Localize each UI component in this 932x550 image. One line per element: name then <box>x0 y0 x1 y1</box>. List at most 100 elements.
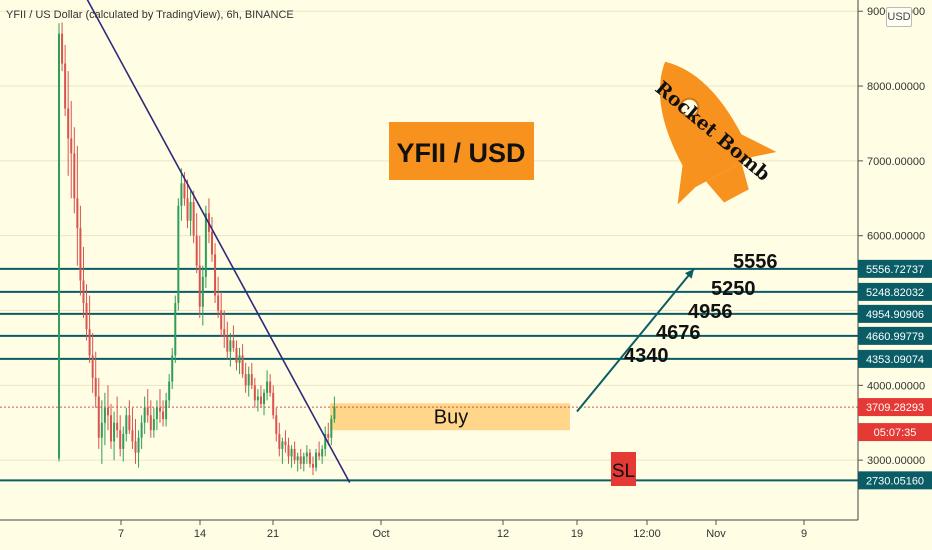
candle <box>272 385 275 419</box>
candle <box>149 400 152 438</box>
candle-body <box>296 456 299 461</box>
y-tick-label: 7000.00000 <box>867 156 925 168</box>
candle-body <box>165 400 168 419</box>
candle <box>195 213 198 274</box>
candle <box>76 145 79 266</box>
candle-body <box>226 336 229 352</box>
candle <box>85 284 88 341</box>
candle-body <box>214 254 217 296</box>
projection-arrow-line[interactable] <box>576 268 695 413</box>
candle-body <box>158 407 161 412</box>
candle-body <box>315 452 318 468</box>
x-tick-label: 21 <box>267 528 279 540</box>
level-price-tag-bg <box>858 304 932 323</box>
candle <box>223 310 226 348</box>
x-tick-label: 12:00 <box>633 528 661 540</box>
candle <box>305 445 308 464</box>
candle <box>318 441 321 461</box>
candle-body <box>174 303 177 356</box>
candle <box>174 295 177 363</box>
candle <box>217 276 220 318</box>
buy-zone <box>330 403 570 431</box>
candle-body <box>263 392 266 405</box>
candle <box>229 332 232 367</box>
x-tick-label: 12 <box>497 528 509 540</box>
candle-body <box>186 198 189 221</box>
level-price-tag: 4353.09074 <box>866 354 924 366</box>
candle-body <box>192 202 195 236</box>
candle <box>259 385 262 408</box>
candle-body <box>131 430 134 442</box>
candle-body <box>256 396 259 401</box>
candle <box>244 362 247 393</box>
sl-box <box>611 452 636 486</box>
candle-body <box>238 355 241 363</box>
x-tick-label: Oct <box>372 528 389 540</box>
candle-body <box>269 381 272 393</box>
trend-line[interactable] <box>77 0 351 483</box>
candle-body <box>180 183 183 206</box>
candle <box>79 205 82 296</box>
candle <box>162 400 165 427</box>
candle <box>140 415 143 449</box>
candle-body <box>103 407 106 423</box>
candle <box>73 127 76 214</box>
candle <box>116 396 119 438</box>
candle-body <box>318 452 321 457</box>
candle-body <box>278 433 281 449</box>
countdown-tag-bg <box>858 423 932 442</box>
candle-body <box>73 153 76 199</box>
title-box <box>389 122 534 180</box>
candle-body <box>177 205 180 304</box>
candle <box>168 374 171 408</box>
candle-body <box>223 329 226 337</box>
price-axis: 9000.000008000.000007000.000006000.00000… <box>858 6 925 467</box>
grid <box>0 10 858 461</box>
candle <box>269 374 272 397</box>
candle <box>186 179 189 229</box>
y-tick-label: 4000.00000 <box>867 380 925 392</box>
candle <box>321 445 324 464</box>
level-price-tag-bg <box>858 471 932 490</box>
candle-body <box>324 433 327 449</box>
candle-body <box>247 374 250 386</box>
candle-body <box>302 456 305 464</box>
candle <box>284 430 287 453</box>
candle-body <box>64 63 67 109</box>
candle <box>97 377 100 449</box>
countdown-tag: 05:07:35 <box>874 427 917 439</box>
candle-body <box>235 347 238 363</box>
target-label: 5556 <box>733 251 778 273</box>
candle <box>299 448 302 470</box>
level-price-tag: 4660.99779 <box>866 331 924 343</box>
rocket-icon <box>659 61 777 205</box>
candle-body <box>281 441 284 449</box>
candle <box>158 389 161 423</box>
x-tick-label: 9 <box>801 528 807 540</box>
candle <box>171 347 174 390</box>
candle-body <box>272 392 275 416</box>
buy-label: Buy <box>434 407 468 429</box>
level-price-tag: 4954.90906 <box>866 309 924 321</box>
candle-body <box>293 448 296 461</box>
candle-body <box>232 340 235 348</box>
candle <box>70 101 73 199</box>
candle <box>192 190 195 244</box>
candle-body <box>58 33 60 459</box>
currency-button[interactable]: USD <box>886 7 912 27</box>
candle <box>235 340 238 371</box>
candle-body <box>140 422 143 438</box>
candle-body <box>61 33 64 64</box>
sl-text: SL <box>612 461 635 482</box>
y-tick-label: 3000.00000 <box>867 455 925 467</box>
candle <box>189 190 192 236</box>
candle-body <box>85 303 88 330</box>
candle <box>106 385 109 431</box>
candle-body <box>275 415 278 434</box>
candle-body <box>290 448 293 457</box>
level-price-tag: 5556.72737 <box>866 264 924 276</box>
candle-body <box>198 265 201 307</box>
